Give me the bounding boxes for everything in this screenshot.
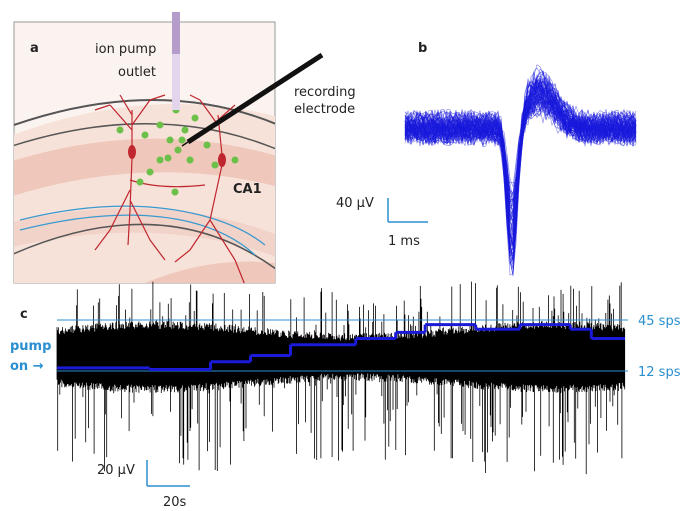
panel-label: b xyxy=(418,41,427,56)
boundary xyxy=(14,99,275,127)
fiber xyxy=(19,205,266,246)
electrode xyxy=(186,52,324,145)
tissue-band xyxy=(14,138,275,196)
pump-marker: on → xyxy=(10,359,44,374)
spike-waveforms xyxy=(404,64,637,277)
region-label: CA1 xyxy=(233,182,262,197)
scale-label: 40 µV xyxy=(336,196,374,211)
waveform xyxy=(404,87,637,257)
waveform xyxy=(404,86,637,258)
electrode-label: electrode xyxy=(294,102,355,117)
boundary xyxy=(14,223,275,270)
fiber xyxy=(19,214,256,256)
soma xyxy=(218,153,226,167)
pump-label: outlet xyxy=(118,65,156,80)
recording-trace xyxy=(56,281,626,475)
waveform xyxy=(404,70,637,277)
neurons xyxy=(94,94,245,283)
scale-label: 20s xyxy=(163,495,187,510)
electrode-tip xyxy=(181,141,189,147)
waveform xyxy=(404,77,637,233)
noise xyxy=(56,281,626,475)
boundary xyxy=(14,123,275,150)
pump-tube xyxy=(172,12,180,54)
scale-label: 20 µV xyxy=(97,463,135,478)
waveform xyxy=(404,78,637,276)
scale-label: 1 ms xyxy=(388,234,420,249)
panel-a-illustration xyxy=(13,12,324,284)
reference-label: 12 sps xyxy=(638,365,681,380)
pump-outlet xyxy=(172,54,180,110)
panel-label: c xyxy=(20,307,28,322)
waveform xyxy=(404,81,637,263)
soma xyxy=(128,145,136,159)
panel-label: a xyxy=(30,41,39,56)
pump-marker: pump xyxy=(10,339,51,354)
rate-overlay: 45 sps 12 sps xyxy=(57,314,681,380)
electrode-label: recording xyxy=(294,85,356,100)
waveform xyxy=(404,80,637,263)
waveform xyxy=(404,80,637,276)
pump-label: ion pump xyxy=(95,42,156,57)
waveform xyxy=(404,78,637,269)
waveform xyxy=(404,83,637,265)
waveform xyxy=(404,88,637,220)
reference-label: 45 sps xyxy=(638,314,681,329)
